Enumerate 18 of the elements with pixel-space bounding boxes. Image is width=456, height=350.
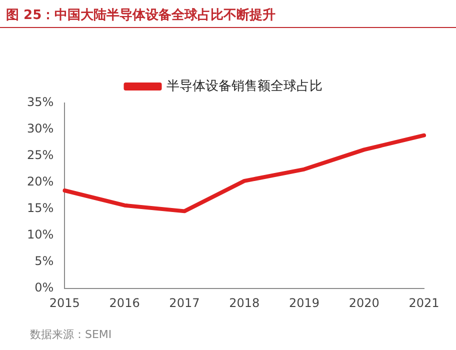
x-tick-label: 2016 <box>109 296 140 310</box>
y-tick-label: 30% <box>27 122 54 136</box>
x-tick-label: 2019 <box>288 296 320 310</box>
legend-label: 半导体设备销售额全球占比 <box>166 78 322 94</box>
y-tick-label: 20% <box>27 174 54 189</box>
y-tick-label: 15% <box>27 201 54 216</box>
y-tick-label: 0% <box>34 280 54 295</box>
y-tick-label: 35% <box>27 95 54 110</box>
chart-title: 图 25：中国大陆半导体设备全球占比不断提升 <box>0 0 456 28</box>
y-tick-label: 25% <box>27 148 54 162</box>
source-note: 数据来源：SEMI <box>30 327 112 342</box>
x-tick-label: 2020 <box>348 296 380 310</box>
y-tick-label: 5% <box>34 254 54 268</box>
x-tick-label: 2015 <box>49 296 80 310</box>
y-tick-label: 10% <box>27 228 54 242</box>
x-tick-label: 2018 <box>229 296 260 310</box>
x-tick-label: 2017 <box>169 296 200 310</box>
x-tick-label: 2021 <box>408 296 440 310</box>
